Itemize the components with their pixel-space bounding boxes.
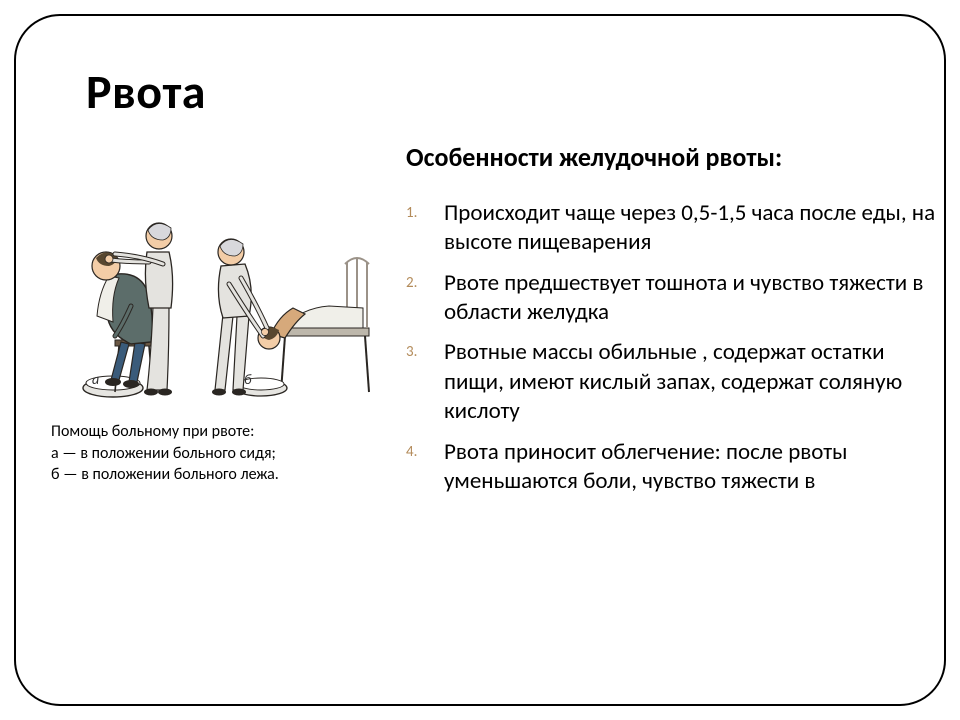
list-item: Рвотные массы обильные , содержат остатк… [406, 338, 936, 426]
list-item: Происходит чаще через 0,5-1,5 часа после… [406, 199, 936, 258]
feature-list: Происходит чаще через 0,5-1,5 часа после… [406, 199, 936, 497]
illustration [51, 166, 371, 406]
illustration-label-b: б [244, 371, 251, 388]
list-item: Рвота приносит облегчение: после рвоты у… [406, 438, 936, 497]
list-item: Рвоте предшествует тошнота и чувство тяж… [406, 269, 936, 328]
patient-care-illustration [51, 166, 371, 406]
caption-line: б — в положении больного лежа. [51, 464, 381, 486]
illustration-label-a: а [92, 371, 99, 388]
content-column: Особенности желудочной рвоты: Происходит… [406, 142, 936, 508]
caption-line: Помощь больному при рвоте: [51, 421, 381, 443]
page-title: Рвота [86, 62, 206, 121]
caption-line: а — в положении больного сидя; [51, 443, 381, 465]
slide-frame: Рвота [14, 14, 946, 706]
subheading: Особенности желудочной рвоты: [406, 142, 936, 173]
illustration-caption: Помощь больному при рвоте: а — в положен… [51, 421, 381, 486]
